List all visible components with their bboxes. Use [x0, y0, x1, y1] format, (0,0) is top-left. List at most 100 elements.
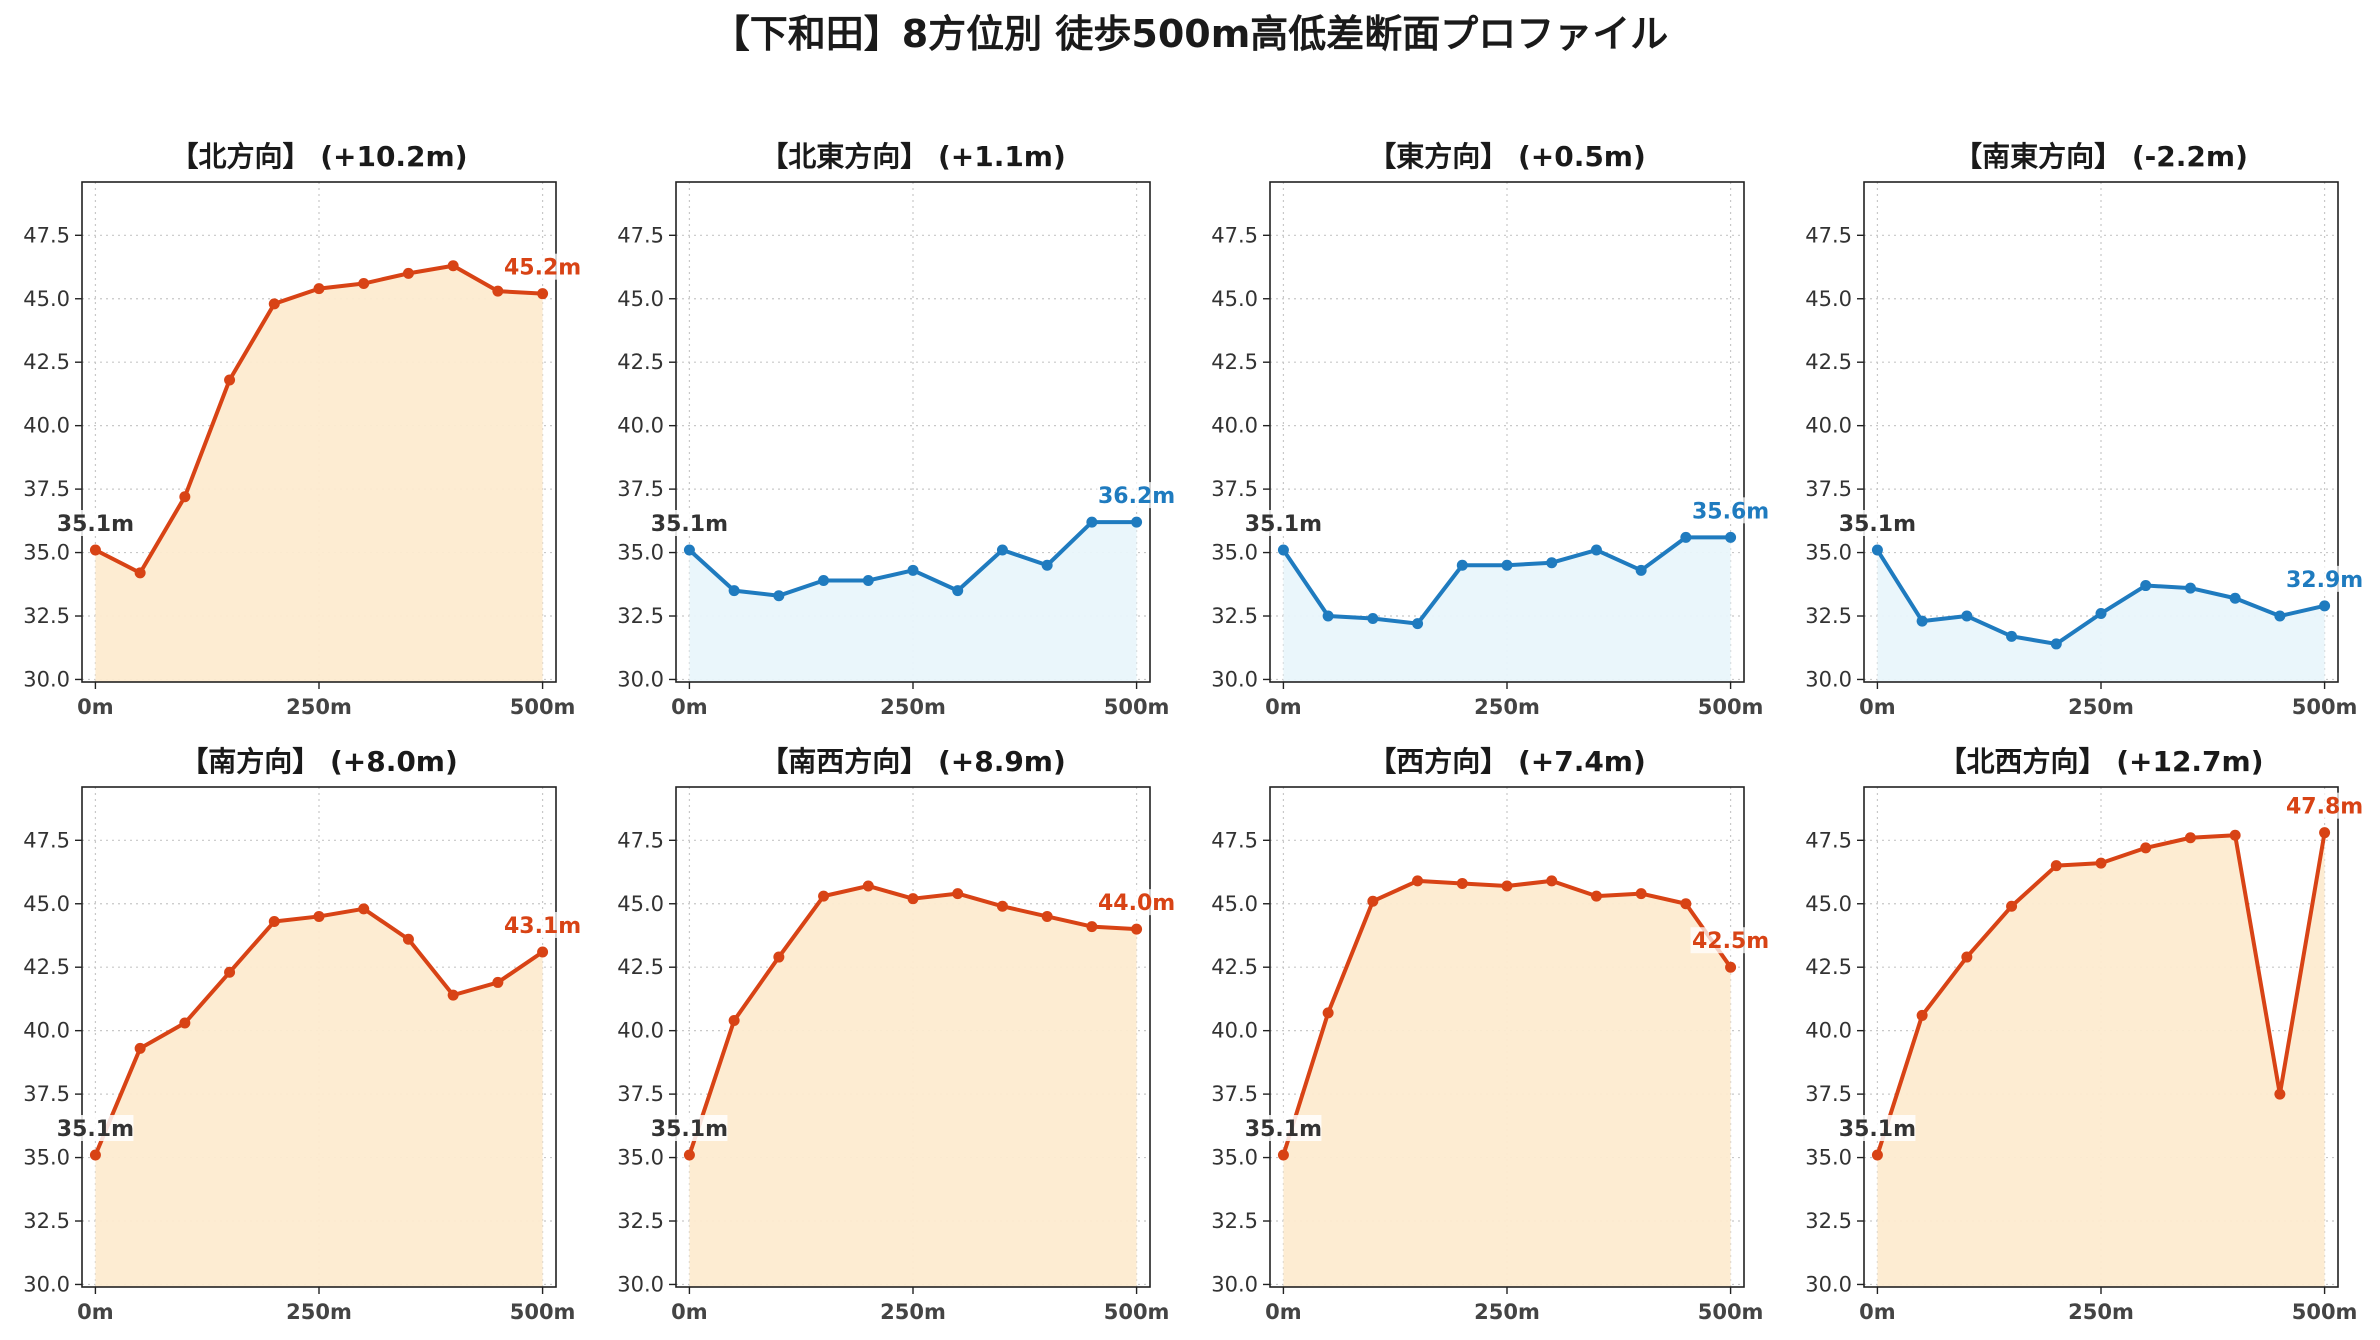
x-tick-label: 250m [1474, 1300, 1540, 1324]
y-tick-label: 35.0 [617, 541, 664, 565]
y-tick-label: 32.5 [23, 1209, 70, 1233]
elevation-area [1283, 537, 1731, 682]
y-tick-label: 30.0 [1805, 1272, 1852, 1296]
end-label-bg [1096, 889, 1177, 916]
y-tick-label: 35.0 [1805, 541, 1852, 565]
data-point [862, 574, 874, 586]
end-elevation-label: 36.2m [1098, 484, 1175, 509]
start-label-bg [1839, 510, 1916, 537]
start-elevation-label: 35.1m [1839, 512, 1916, 537]
y-tick-label: 32.5 [1805, 604, 1852, 628]
data-point [728, 1015, 740, 1027]
y-tick-label: 47.5 [617, 223, 664, 247]
y-tick-label: 42.5 [617, 955, 664, 979]
y-tick-label: 30.0 [617, 1272, 664, 1296]
y-tick-label: 37.5 [1211, 477, 1258, 501]
data-point [224, 374, 236, 386]
data-point [907, 564, 919, 576]
panel-title: 【北東方向】 (+1.1m) [760, 140, 1066, 173]
y-tick-label: 37.5 [1805, 477, 1852, 501]
elevation-area [1283, 880, 1731, 1287]
y-tick-label: 32.5 [23, 604, 70, 628]
profile-panel-7: 【西方向】 (+7.4m) 30.0 32.5 35.0 37.5 40.0 42.5 45.… [1211, 745, 1771, 1324]
end-label-bg [1690, 497, 1771, 524]
data-point [2050, 860, 2062, 872]
start-elevation-label: 35.1m [651, 512, 728, 537]
profile-panel-5: 【南方向】 (+8.0m) 30.0 32.5 35.0 37.5 40.0 42.5 45.… [23, 745, 583, 1324]
y-tick-label: 45.0 [617, 892, 664, 916]
profile-panel-4: 【南東方向】 (-2.2m) 30.0 32.5 35.0 37.5 40.0 42.5 45… [1805, 140, 2365, 719]
y-tick-label: 42.5 [617, 350, 664, 374]
data-point [1871, 1149, 1883, 1161]
y-tick-label: 40.0 [1211, 1019, 1258, 1043]
y-tick-label: 37.5 [617, 1082, 664, 1106]
elevation-area [689, 885, 1137, 1287]
data-point [996, 544, 1008, 556]
data-point [1041, 910, 1053, 922]
end-label-bg [502, 911, 583, 938]
figure-title: 【下和田】8方位別 徒歩500m高低差断面プロファイル [711, 12, 1669, 56]
end-label-bg [2284, 565, 2365, 592]
data-point [402, 267, 414, 279]
data-point [1277, 1149, 1289, 1161]
start-label-bg [1245, 1115, 1322, 1142]
y-tick-label: 45.0 [1805, 892, 1852, 916]
y-tick-label: 42.5 [1805, 350, 1852, 374]
start-label-bg [57, 1115, 134, 1142]
y-tick-label: 45.0 [1805, 287, 1852, 311]
x-tick-label: 500m [510, 695, 576, 719]
data-point [1501, 880, 1513, 892]
y-tick-label: 37.5 [1211, 1082, 1258, 1106]
y-tick-label: 37.5 [617, 477, 664, 501]
data-point [179, 491, 191, 503]
data-point [1590, 544, 1602, 556]
y-tick-label: 45.0 [1211, 287, 1258, 311]
x-tick-label: 250m [1474, 695, 1540, 719]
y-tick-label: 42.5 [1211, 350, 1258, 374]
y-tick-label: 45.0 [23, 287, 70, 311]
data-point [179, 1017, 191, 1029]
y-tick-label: 32.5 [1211, 604, 1258, 628]
y-tick-label: 45.0 [1211, 892, 1258, 916]
data-point [1277, 544, 1289, 556]
start-elevation-label: 35.1m [1839, 1117, 1916, 1142]
y-tick-label: 30.0 [1211, 667, 1258, 691]
y-tick-label: 47.5 [1211, 223, 1258, 247]
y-tick-label: 40.0 [23, 414, 70, 438]
y-tick-label: 42.5 [23, 350, 70, 374]
data-point [2319, 600, 2331, 612]
data-point [1501, 559, 1513, 571]
end-elevation-label: 32.9m [2286, 568, 2363, 593]
y-tick-label: 45.0 [23, 892, 70, 916]
data-point [358, 903, 370, 915]
data-point [1086, 516, 1098, 528]
y-tick-label: 40.0 [23, 1019, 70, 1043]
data-point [402, 933, 414, 945]
data-point [1041, 559, 1053, 571]
y-tick-label: 35.0 [1211, 541, 1258, 565]
data-point [2140, 842, 2152, 854]
profile-panel-1: 【北方向】 (+10.2m) 30.0 32.5 35.0 37.5 40.0 42.5 45… [23, 140, 583, 719]
data-point [2006, 630, 2018, 642]
data-point [1680, 531, 1692, 543]
x-tick-label: 500m [2292, 1300, 2358, 1324]
y-tick-label: 35.0 [23, 1146, 70, 1170]
data-point [2095, 607, 2107, 619]
data-point [1086, 921, 1098, 933]
data-point [268, 916, 280, 928]
data-point [447, 989, 459, 1001]
data-point [1916, 1009, 1928, 1021]
data-point [2140, 580, 2152, 592]
y-tick-label: 40.0 [617, 1019, 664, 1043]
y-tick-label: 35.0 [1805, 1146, 1852, 1170]
y-tick-label: 32.5 [617, 1209, 664, 1233]
data-point [492, 285, 504, 297]
end-elevation-label: 45.2m [504, 256, 581, 281]
x-tick-label: 500m [2292, 695, 2358, 719]
elevation-area [1877, 832, 2325, 1287]
data-point [818, 574, 830, 586]
y-tick-label: 35.0 [617, 1146, 664, 1170]
x-tick-label: 0m [77, 1300, 114, 1324]
x-tick-label: 0m [671, 695, 708, 719]
